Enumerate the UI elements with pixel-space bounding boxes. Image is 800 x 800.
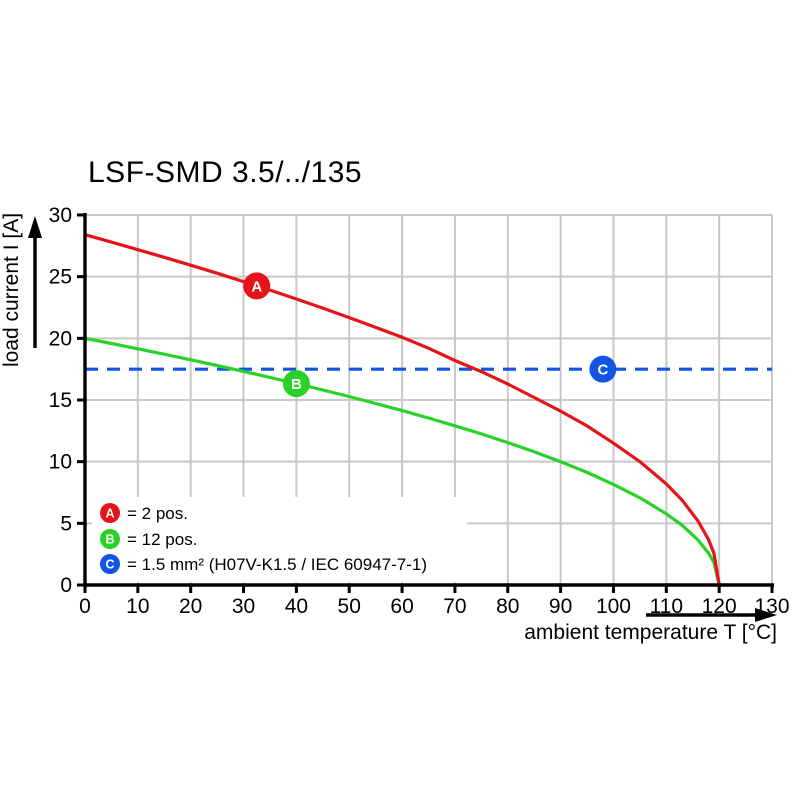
y-axis-title: load current I [A]: [0, 213, 23, 367]
curve-b: [84, 336, 721, 586]
marker-letter-a: A: [251, 278, 262, 295]
marker-b: B: [282, 370, 310, 398]
y-tick-label: 20: [49, 327, 72, 350]
x-tick-label: 70: [443, 595, 466, 618]
marker-c: C: [589, 355, 617, 383]
x-tick-label: 50: [338, 595, 361, 618]
legend-circle-a: [100, 503, 120, 523]
chart-title: LSF-SMD 3.5/../135: [88, 156, 363, 189]
legend-item-b: B = 12 pos.: [100, 529, 197, 549]
marker-a: A: [243, 272, 271, 300]
marker-letter-b: B: [291, 376, 302, 393]
tick-labels: 0 10 20 30 40 50 60 70 80 90 100 110 120 130051015202…: [49, 204, 790, 618]
legend-background: [92, 497, 467, 582]
legend-letter-a: A: [105, 507, 114, 521]
x-tick-label: 20: [179, 595, 202, 618]
x-tick-label: 100: [596, 595, 631, 618]
x-tick-label: 80: [496, 595, 519, 618]
y-tick-label: 15: [49, 389, 72, 412]
legend-letter-c: C: [105, 558, 114, 572]
marker-circle-c: [589, 355, 617, 383]
y-tick-label: 0: [60, 574, 72, 597]
y-tick-label: 30: [49, 204, 72, 227]
y-axis-arrow: [28, 216, 42, 348]
x-tick-label: 90: [549, 595, 572, 618]
x-tick-label: 30: [232, 595, 255, 618]
curve-a: [84, 233, 721, 586]
y-tick-label: 5: [60, 512, 72, 535]
legend-letter-b: B: [105, 533, 114, 547]
y-tick-label: 10: [49, 451, 72, 474]
y-axis-arrow-head: [28, 216, 42, 238]
x-tick-label: 40: [285, 595, 308, 618]
x-axis-arrow: [646, 608, 777, 622]
legend-circle-c: [100, 554, 120, 574]
x-tick-label: 10: [126, 595, 149, 618]
legend-label-a: = 2 pos.: [127, 504, 188, 523]
x-tick-label: 120: [702, 595, 737, 618]
y-tick-label: 25: [49, 266, 72, 289]
x-axis-arrow-head: [755, 608, 777, 622]
legend-item-c: C = 1.5 mm² (H07V-K1.5 / IEC 60947-7-1): [100, 554, 427, 574]
legend-circle-b: [100, 529, 120, 549]
x-tick-label: 60: [390, 595, 413, 618]
legend-label-c: = 1.5 mm² (H07V-K1.5 / IEC 60947-7-1): [127, 555, 427, 574]
marker-circle-b: [282, 370, 310, 398]
legend-item-a: A = 2 pos.: [100, 503, 188, 523]
x-axis-title: ambient temperature T [°C]: [524, 621, 777, 644]
x-tick-label: 110: [650, 595, 683, 618]
axes: [77, 213, 774, 593]
legend-label-b: = 12 pos.: [127, 530, 197, 549]
marker-letter-c: C: [597, 362, 608, 379]
x-tick-label: 0: [79, 595, 91, 618]
marker-circle-a: [243, 272, 271, 300]
